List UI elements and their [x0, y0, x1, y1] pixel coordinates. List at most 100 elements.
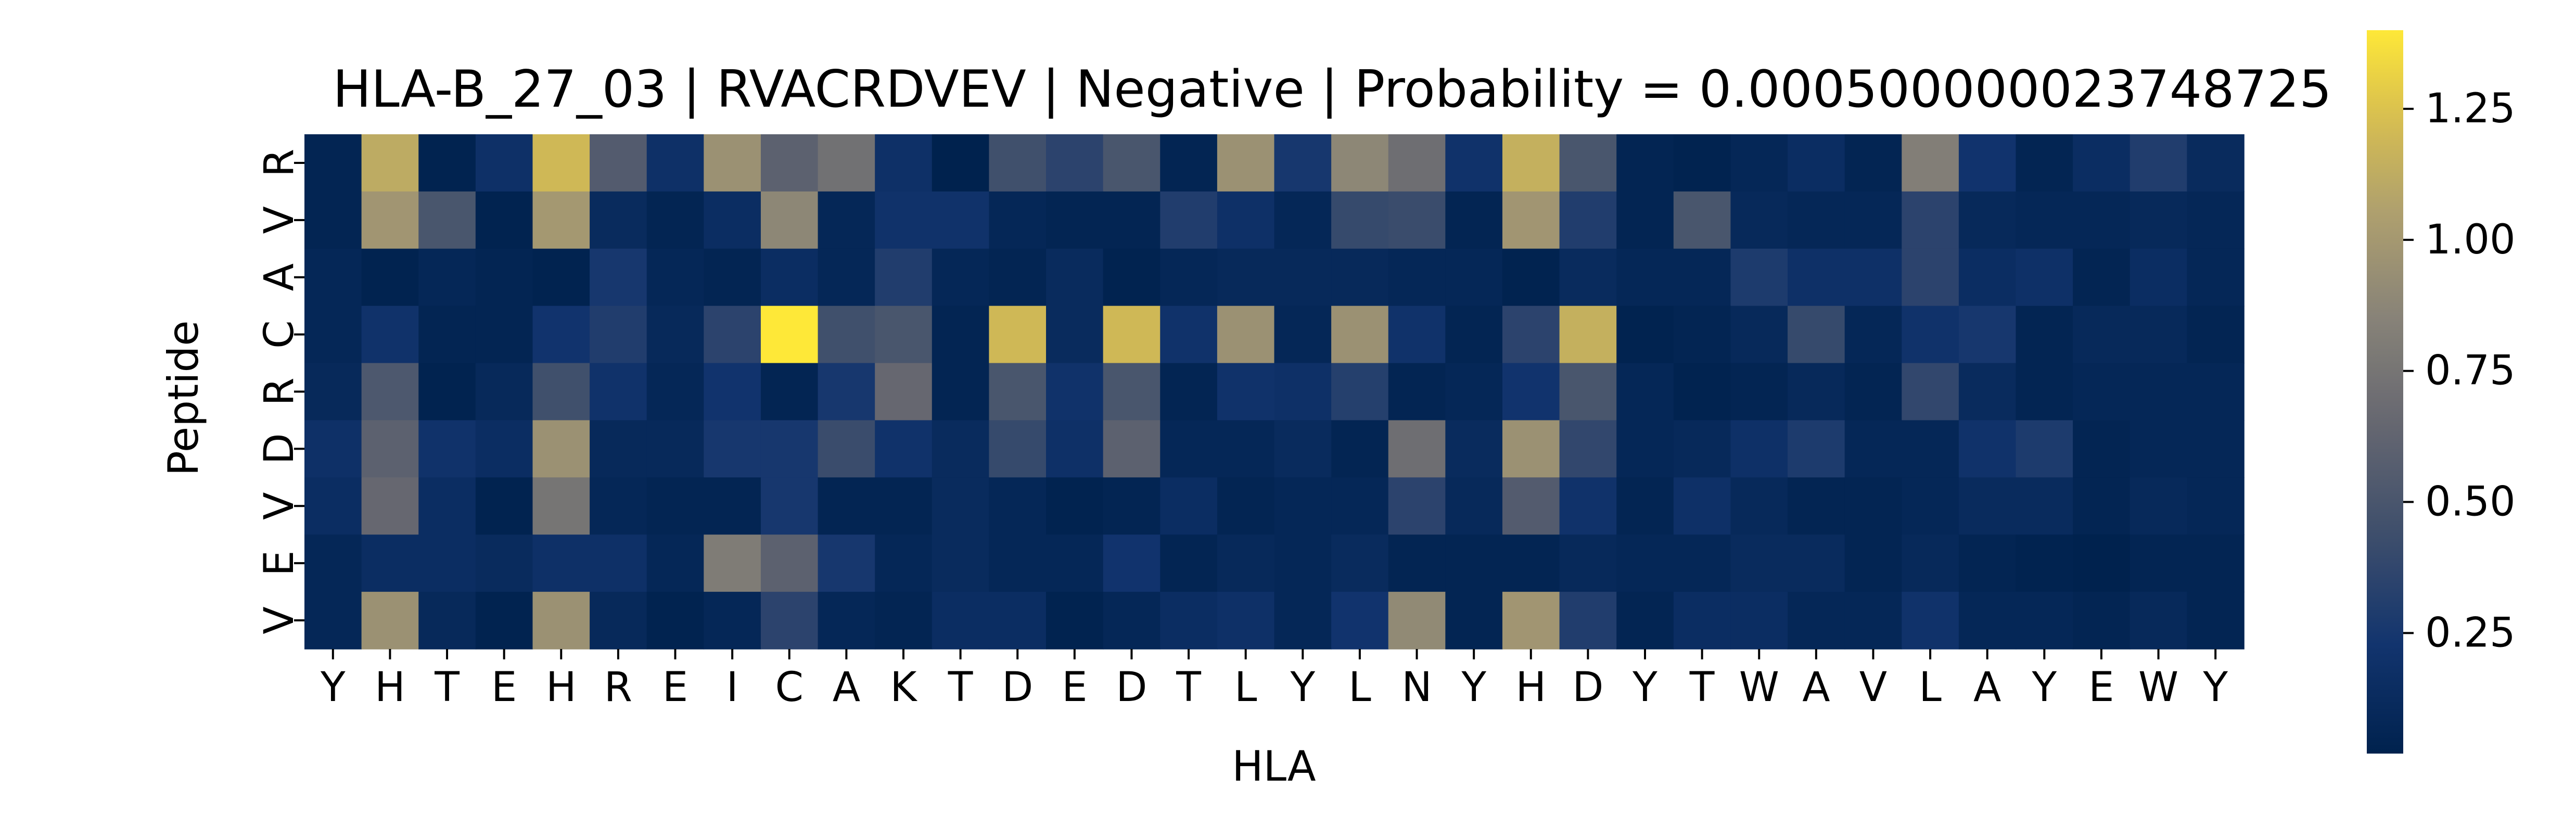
heatmap-cell: [532, 420, 590, 478]
heatmap-cell: [1502, 191, 1560, 249]
x-tick-label: D: [1572, 664, 1603, 711]
heatmap-cell: [532, 534, 590, 592]
heatmap-cell: [1388, 477, 1446, 536]
heatmap-cell: [1673, 305, 1731, 364]
chart-title: HLA-B_27_03 | RVACRDVEV | Negative | Pro…: [333, 60, 2331, 119]
heatmap-cell: [1103, 134, 1161, 192]
x-tick-label: Y: [320, 664, 346, 711]
heatmap-cell: [1902, 477, 1959, 536]
heatmap-cell: [532, 134, 590, 192]
heatmap-cell: [989, 477, 1047, 536]
heatmap-cell: [1046, 534, 1104, 592]
heatmap-cell: [2016, 134, 2073, 192]
heatmap-cell: [418, 305, 476, 364]
heatmap-cell: [1844, 477, 1903, 536]
heatmap-cell: [1160, 477, 1218, 536]
heatmap-cell: [704, 305, 761, 364]
x-tick-label: T: [948, 664, 973, 711]
heatmap-cell: [1844, 248, 1903, 307]
heatmap-cell: [1559, 363, 1617, 421]
heatmap-cell: [1103, 592, 1161, 649]
heatmap-cell: [932, 592, 990, 649]
y-tick-label: V: [256, 606, 303, 634]
heatmap-cell: [2073, 305, 2131, 364]
heatmap-cell: [989, 305, 1047, 364]
heatmap-cell: [361, 477, 419, 536]
heatmap-cell: [1445, 134, 1503, 192]
heatmap-cell: [1502, 477, 1560, 536]
heatmap-cell: [1046, 363, 1104, 421]
heatmap-cell: [1217, 477, 1275, 536]
heatmap-cell: [704, 534, 761, 592]
heatmap-cell: [2016, 191, 2073, 249]
heatmap-cell: [875, 305, 933, 364]
heatmap-cell: [760, 305, 819, 364]
heatmap-cell: [418, 534, 476, 592]
heatmap-cell: [875, 534, 933, 592]
heatmap-cell: [760, 134, 819, 192]
y-tick-label: C: [256, 320, 303, 348]
heatmap-cell: [2073, 477, 2131, 536]
heatmap-cell: [1502, 363, 1560, 421]
heatmap-cell: [590, 134, 647, 192]
heatmap-cell: [1046, 134, 1104, 192]
heatmap-cell: [1388, 191, 1446, 249]
heatmap-cell: [1958, 477, 2017, 536]
heatmap-cell: [1958, 134, 2017, 192]
heatmap-cell: [2073, 134, 2131, 192]
heatmap-cell: [2016, 248, 2073, 307]
heatmap-cell: [1331, 305, 1389, 364]
heatmap-cell: [418, 248, 476, 307]
heatmap-cell: [1730, 477, 1788, 536]
heatmap-cell: [760, 363, 819, 421]
heatmap-cell: [1388, 420, 1446, 478]
x-tick-label: T: [1176, 664, 1201, 711]
heatmap-cell: [2073, 191, 2131, 249]
heatmap-cell: [361, 305, 419, 364]
heatmap-cell: [1559, 477, 1617, 536]
heatmap-cell: [704, 134, 761, 192]
heatmap-cells: [304, 134, 2245, 649]
heatmap-cell: [418, 191, 476, 249]
heatmap-cell: [932, 420, 990, 478]
y-tick-label: A: [256, 263, 303, 291]
y-tick-label: D: [256, 433, 303, 464]
heatmap-cell: [1502, 534, 1560, 592]
heatmap-cell: [590, 248, 647, 307]
heatmap-cell: [875, 363, 933, 421]
colorbar-tick-label: 1.25: [2425, 85, 2516, 132]
heatmap-cell: [1445, 363, 1503, 421]
heatmap-cell: [475, 363, 533, 421]
y-tick-label: V: [256, 492, 303, 520]
heatmap-cell: [932, 477, 990, 536]
heatmap-cell: [646, 534, 705, 592]
heatmap-cell: [1902, 305, 1959, 364]
heatmap-cell: [1958, 191, 2017, 249]
heatmap-cell: [475, 592, 533, 649]
heatmap-cell: [1160, 248, 1218, 307]
heatmap-cell: [932, 191, 990, 249]
heatmap-cell: [1331, 134, 1389, 192]
heatmap-cell: [304, 305, 362, 364]
heatmap-cell: [2129, 534, 2188, 592]
heatmap-cell: [1730, 363, 1788, 421]
heatmap-cell: [1958, 420, 2017, 478]
heatmap-cell: [2016, 477, 2073, 536]
heatmap-cell: [646, 248, 705, 307]
heatmap-cell: [646, 191, 705, 249]
heatmap-cell: [875, 420, 933, 478]
heatmap-cell: [932, 248, 990, 307]
heatmap-cell: [1445, 592, 1503, 649]
heatmap-cell: [1902, 534, 1959, 592]
heatmap-cell: [1730, 305, 1788, 364]
heatmap-cell: [475, 477, 533, 536]
heatmap-cell: [304, 134, 362, 192]
heatmap-cell: [1730, 420, 1788, 478]
heatmap-cell: [1502, 592, 1560, 649]
heatmap-cell: [646, 305, 705, 364]
heatmap-cell: [532, 305, 590, 364]
colorbar-tick-label: 0.25: [2425, 609, 2516, 656]
heatmap-cell: [1103, 305, 1161, 364]
heatmap-cell: [646, 420, 705, 478]
